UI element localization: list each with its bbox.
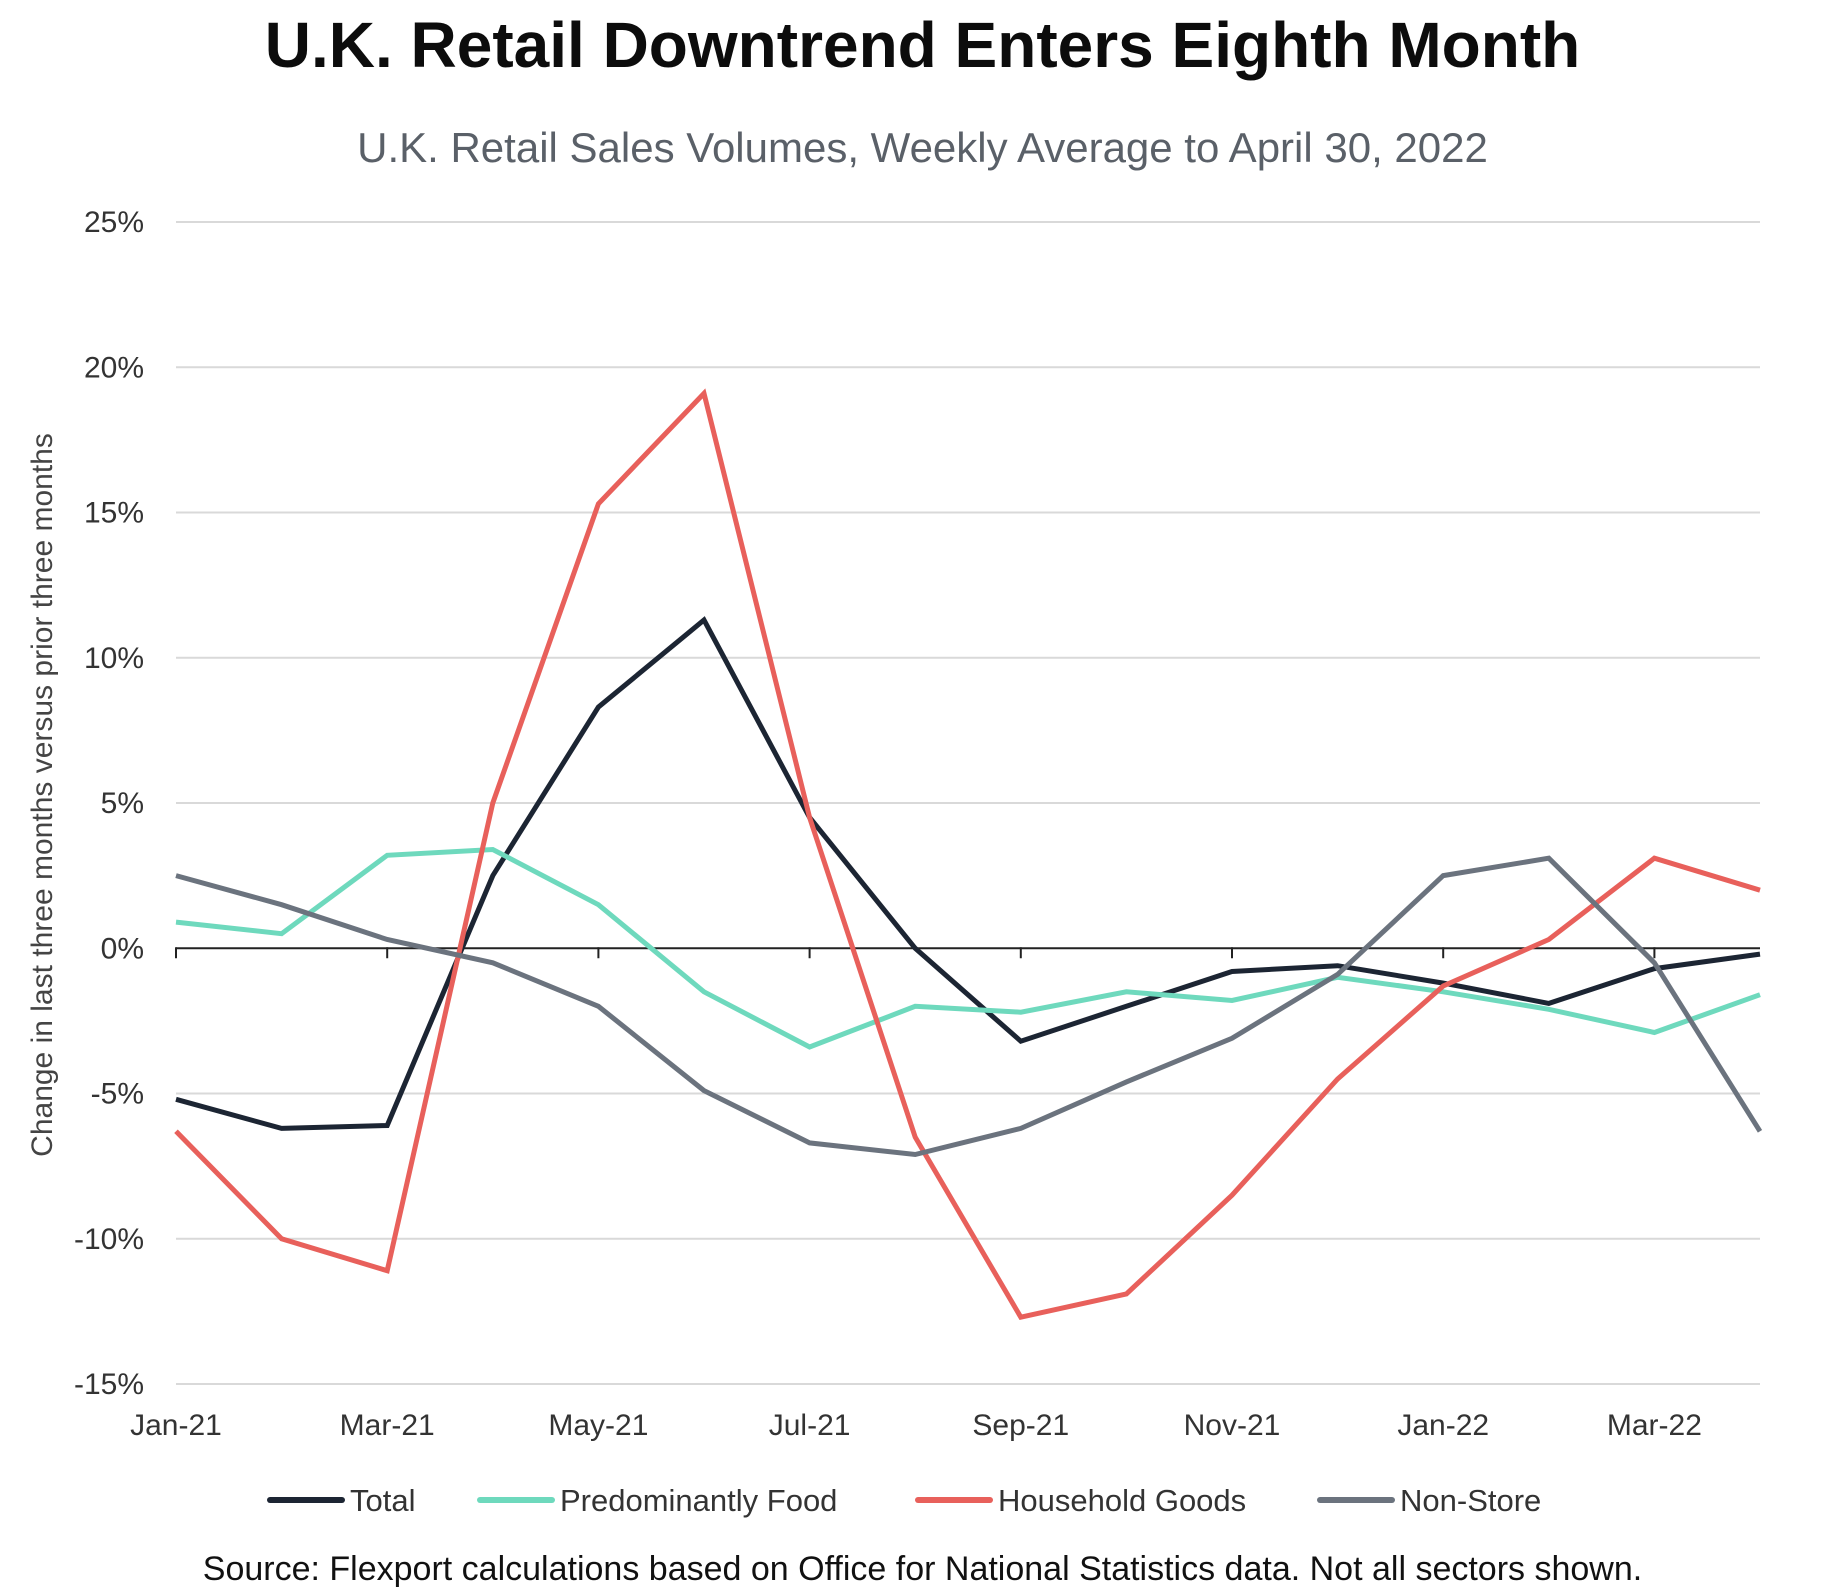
- series-line-predominantly-food: [175, 846, 1761, 1050]
- y-tick-label: 20%: [84, 351, 144, 384]
- y-tick-label: -5%: [91, 1078, 144, 1111]
- x-tick-label: Nov-21: [1184, 1409, 1281, 1442]
- y-tick-label: 5%: [101, 787, 144, 820]
- legend-item-predominantly-food: Predominantly Food: [477, 1483, 837, 1518]
- y-tick-label: -10%: [74, 1223, 144, 1256]
- x-tick-label: Jul-21: [769, 1409, 851, 1442]
- x-tick-label: Jan-22: [1397, 1409, 1489, 1442]
- series-line-non-store: [175, 855, 1763, 1158]
- legend-label: Non-Store: [1400, 1483, 1541, 1518]
- legend-label: Total: [350, 1483, 415, 1518]
- y-tick-label: 25%: [84, 206, 144, 239]
- chart-subtitle: U.K. Retail Sales Volumes, Weekly Averag…: [357, 124, 1488, 171]
- series-line-total: [175, 616, 1761, 1131]
- legend-label: Household Goods: [998, 1483, 1246, 1518]
- x-axis-tick-labels: Jan-21 Mar-21 May-21 Jul-21 Sep-21 Nov-21 Jan-…: [130, 1409, 1702, 1442]
- y-axis-title: Change in last three months versus prior…: [26, 433, 59, 1157]
- legend-label: Predominantly Food: [560, 1483, 837, 1518]
- source-note: Source: Flexport calculations based on O…: [202, 1550, 1643, 1588]
- y-tick-label: 10%: [84, 642, 144, 675]
- chart-title: U.K. Retail Downtrend Enters Eighth Mont…: [264, 9, 1581, 81]
- legend-item-household-goods: Household Goods: [915, 1483, 1246, 1518]
- series-lines: [174, 388, 1763, 1321]
- x-tick-label: Jan-21: [130, 1409, 222, 1442]
- y-tick-label: -15%: [74, 1368, 144, 1401]
- series-line-household-goods: [174, 388, 1761, 1321]
- x-tick-label: Mar-22: [1607, 1409, 1702, 1442]
- gridlines: [176, 221, 1760, 1385]
- legend-item-total: Total: [267, 1483, 415, 1518]
- y-tick-label: 0%: [101, 932, 144, 965]
- legend: Total Predominantly Food Household Goods No…: [267, 1483, 1541, 1518]
- x-tick-label: Sep-21: [972, 1409, 1069, 1442]
- y-tick-label: 15%: [84, 497, 144, 530]
- y-axis-tick-labels: 25% 20% 15% 10% 5% 0% -5% -10% -15%: [74, 206, 144, 1401]
- x-tick-label: Mar-21: [340, 1409, 435, 1442]
- legend-item-non-store: Non-Store: [1317, 1483, 1541, 1518]
- x-tick-label: May-21: [548, 1409, 648, 1442]
- x-axis-tick-marks: [175, 947, 1656, 959]
